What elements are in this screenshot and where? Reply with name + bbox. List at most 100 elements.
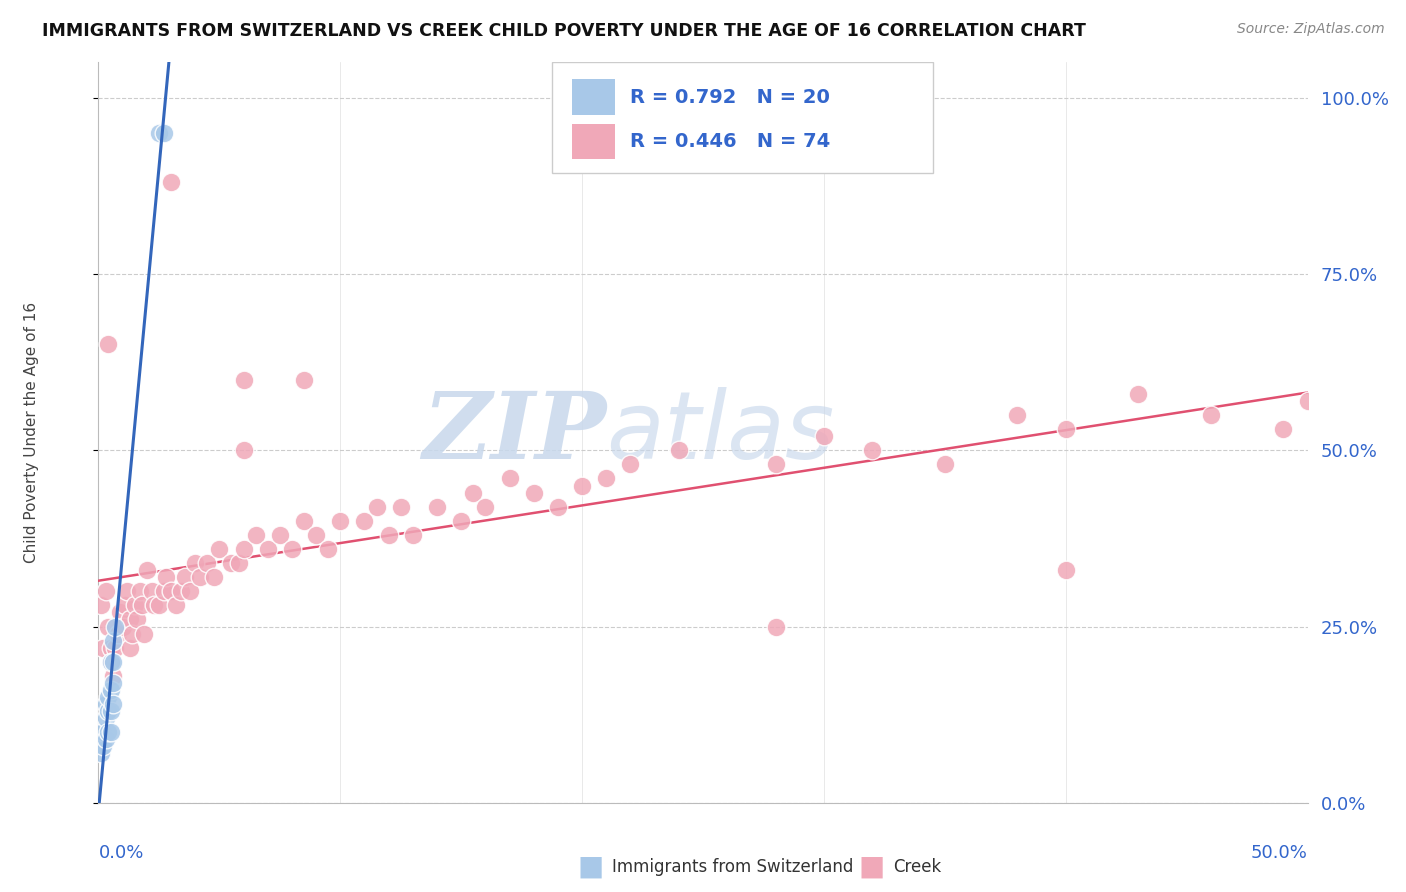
- Text: Source: ZipAtlas.com: Source: ZipAtlas.com: [1237, 22, 1385, 37]
- Text: R = 0.792   N = 20: R = 0.792 N = 20: [630, 87, 831, 107]
- Point: [765, 619, 787, 633]
- Point: [188, 570, 211, 584]
- Point: [1296, 393, 1319, 408]
- Point: [101, 655, 124, 669]
- Point: [402, 528, 425, 542]
- Point: [595, 471, 617, 485]
- Point: [127, 612, 149, 626]
- Point: [353, 514, 375, 528]
- Point: [91, 640, 114, 655]
- Point: [463, 485, 485, 500]
- Point: [114, 599, 136, 613]
- Point: [118, 612, 141, 626]
- Point: [498, 471, 520, 485]
- Point: [97, 337, 120, 351]
- Point: [165, 599, 187, 613]
- Point: [118, 640, 141, 655]
- Point: [474, 500, 496, 514]
- Text: atlas: atlas: [606, 387, 835, 478]
- Point: [117, 584, 139, 599]
- Point: [91, 725, 114, 739]
- Point: [143, 599, 166, 613]
- Point: [232, 541, 254, 556]
- FancyBboxPatch shape: [572, 124, 614, 160]
- Point: [1128, 387, 1150, 401]
- Point: [228, 556, 250, 570]
- Text: Immigrants from Switzerland: Immigrants from Switzerland: [612, 858, 853, 876]
- Point: [134, 626, 156, 640]
- Point: [765, 458, 787, 472]
- Point: [232, 443, 254, 458]
- Point: [292, 373, 315, 387]
- Point: [100, 704, 122, 718]
- Point: [90, 599, 112, 613]
- Point: [184, 556, 207, 570]
- Point: [101, 676, 124, 690]
- Point: [232, 373, 254, 387]
- Point: [101, 633, 124, 648]
- Point: [148, 126, 170, 140]
- Point: [107, 626, 129, 640]
- Point: [131, 599, 153, 613]
- Point: [169, 584, 191, 599]
- Point: [204, 570, 226, 584]
- Point: [128, 584, 150, 599]
- Point: [97, 725, 120, 739]
- Point: [292, 514, 315, 528]
- Point: [100, 655, 122, 669]
- Point: [94, 732, 117, 747]
- Point: [389, 500, 412, 514]
- Point: [329, 514, 352, 528]
- Point: [281, 541, 304, 556]
- Point: [221, 556, 243, 570]
- Text: ■: ■: [578, 853, 603, 881]
- Point: [1199, 408, 1222, 422]
- Point: [316, 541, 339, 556]
- Point: [571, 478, 593, 492]
- Point: [160, 584, 183, 599]
- Text: ■: ■: [859, 853, 884, 881]
- Point: [256, 541, 278, 556]
- Point: [91, 739, 114, 754]
- Point: [90, 747, 112, 761]
- Point: [94, 697, 117, 711]
- Point: [152, 126, 174, 140]
- Point: [101, 697, 124, 711]
- FancyBboxPatch shape: [572, 79, 614, 115]
- Point: [108, 606, 131, 620]
- Point: [100, 655, 122, 669]
- Point: [426, 500, 449, 514]
- Point: [155, 570, 177, 584]
- Point: [208, 541, 231, 556]
- Point: [860, 443, 883, 458]
- Point: [100, 683, 122, 698]
- Text: 0.0%: 0.0%: [98, 844, 143, 862]
- Point: [1054, 422, 1077, 436]
- Point: [135, 563, 157, 577]
- Point: [366, 500, 388, 514]
- Point: [104, 619, 127, 633]
- Point: [97, 704, 120, 718]
- Point: [97, 619, 120, 633]
- Text: 50.0%: 50.0%: [1251, 844, 1308, 862]
- Point: [97, 690, 120, 704]
- FancyBboxPatch shape: [551, 62, 932, 173]
- Point: [813, 429, 835, 443]
- Point: [1272, 422, 1295, 436]
- Point: [523, 485, 546, 500]
- Point: [668, 443, 690, 458]
- Point: [148, 599, 170, 613]
- Point: [377, 528, 399, 542]
- Point: [160, 175, 183, 189]
- Point: [305, 528, 328, 542]
- Point: [1054, 563, 1077, 577]
- Text: Creek: Creek: [893, 858, 941, 876]
- Point: [94, 584, 117, 599]
- Point: [111, 619, 134, 633]
- Point: [101, 669, 124, 683]
- Point: [100, 640, 122, 655]
- Point: [269, 528, 291, 542]
- Point: [195, 556, 218, 570]
- Point: [450, 514, 472, 528]
- Text: IMMIGRANTS FROM SWITZERLAND VS CREEK CHILD POVERTY UNDER THE AGE OF 16 CORRELATI: IMMIGRANTS FROM SWITZERLAND VS CREEK CHI…: [42, 22, 1085, 40]
